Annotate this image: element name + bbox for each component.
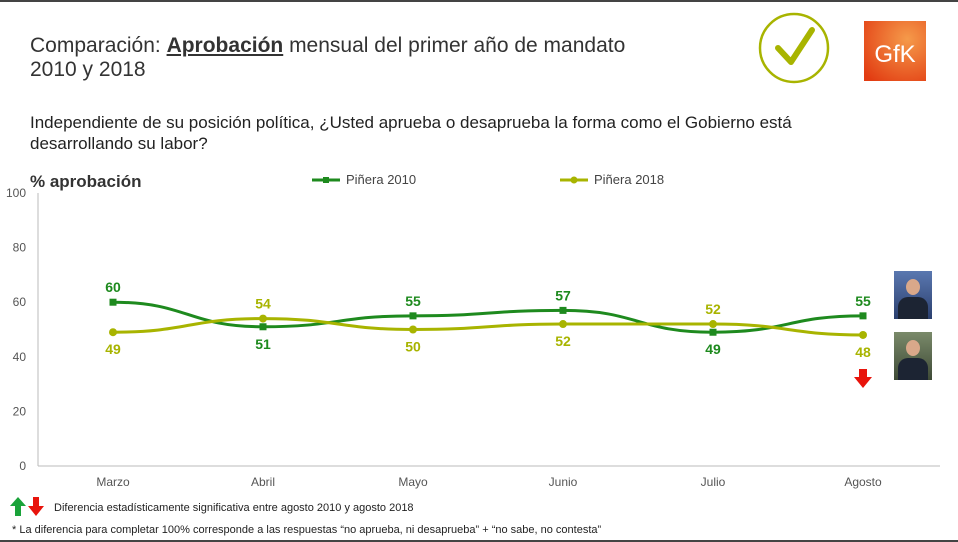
significance-arrows-icon	[10, 497, 44, 516]
legend-item-2018: Piñera 2018	[560, 172, 664, 187]
legend-item-2010: Piñera 2010	[312, 172, 416, 187]
data-point	[409, 312, 417, 320]
data-label: 54	[255, 296, 271, 312]
data-label: 55	[855, 293, 871, 309]
data-point	[709, 328, 717, 336]
portrait-2010	[894, 271, 932, 319]
y-tick-label: 0	[19, 459, 26, 473]
data-label: 51	[255, 336, 271, 352]
data-point	[259, 314, 267, 323]
x-tick-label: Marzo	[96, 475, 130, 489]
data-point	[109, 328, 117, 337]
data-point	[859, 330, 867, 339]
series-line-1	[112, 317, 864, 337]
data-label: 60	[105, 279, 121, 295]
data-point	[409, 325, 417, 334]
bottom-border	[0, 540, 958, 542]
data-point	[559, 306, 567, 314]
data-label: 55	[405, 293, 421, 309]
y-tick-label: 40	[13, 350, 27, 364]
portrait-2018	[894, 332, 932, 380]
data-point	[559, 320, 567, 329]
x-tick-label: Agosto	[844, 475, 882, 489]
y-tick-label: 100	[6, 186, 26, 200]
data-label: 49	[705, 341, 721, 357]
x-tick-label: Julio	[701, 475, 726, 489]
x-tick-label: Abril	[251, 475, 275, 489]
page-title: Comparación: Aprobación mensual del prim…	[30, 34, 626, 81]
data-label: 52	[555, 333, 571, 349]
y-tick-label: 80	[13, 241, 27, 255]
svg-text:GfK: GfK	[874, 41, 915, 68]
data-label: 49	[105, 341, 121, 357]
survey-question: Independiente de su posición política, ¿…	[30, 113, 792, 153]
footnote: * La diferencia para completar 100% corr…	[12, 524, 602, 536]
y-tick-label: 60	[13, 295, 27, 309]
check-circle-icon	[758, 12, 830, 84]
data-point	[259, 323, 267, 331]
data-label: 57	[555, 287, 571, 303]
data-label: 52	[705, 301, 721, 317]
data-point	[109, 298, 117, 306]
y-tick-label: 20	[13, 404, 27, 418]
y-axis-label: % aprobación	[30, 172, 142, 191]
data-label: 50	[405, 339, 421, 355]
data-point	[859, 312, 867, 320]
x-tick-label: Mayo	[398, 475, 428, 489]
down-arrow-icon	[854, 369, 872, 388]
x-tick-label: Junio	[549, 475, 578, 489]
series-line-0	[112, 300, 864, 334]
top-border	[0, 0, 958, 2]
data-label: 48	[855, 344, 871, 360]
significance-note: Diferencia estadísticamente significativ…	[54, 502, 414, 514]
gfk-logo: GfK	[864, 21, 926, 81]
data-point	[709, 320, 717, 329]
